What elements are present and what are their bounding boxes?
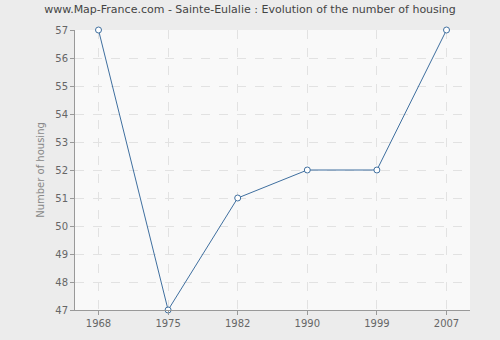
svg-text:56: 56 [55,53,68,64]
svg-text:www.Map-France.com - Sainte-Eu: www.Map-France.com - Sainte-Eulalie : Ev… [44,3,456,16]
svg-text:1968: 1968 [86,318,111,329]
svg-text:Number of housing: Number of housing [35,122,46,218]
svg-text:2007: 2007 [434,318,459,329]
svg-text:50: 50 [55,221,68,232]
svg-text:1975: 1975 [155,318,180,329]
svg-text:48: 48 [55,277,68,288]
svg-text:1990: 1990 [295,318,320,329]
svg-text:53: 53 [55,137,68,148]
svg-text:47: 47 [55,305,68,316]
svg-text:52: 52 [55,165,68,176]
svg-text:54: 54 [55,109,68,120]
svg-text:1999: 1999 [364,318,389,329]
svg-text:1982: 1982 [225,318,250,329]
svg-text:51: 51 [55,193,68,204]
svg-text:57: 57 [55,25,68,36]
svg-text:55: 55 [55,81,68,92]
svg-text:49: 49 [55,249,68,260]
